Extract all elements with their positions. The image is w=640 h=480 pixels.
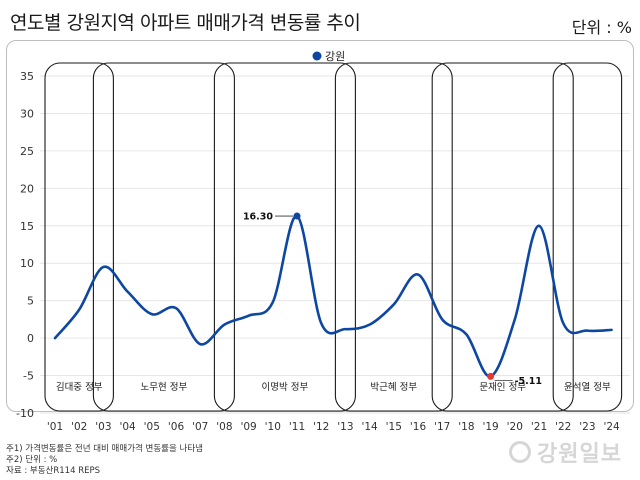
- y-tick-label: 25: [20, 145, 34, 158]
- series-line: [53, 214, 613, 378]
- x-axis-ticks: '01 '02 '03 '04 '05 '06 '07 '08 '09 '10 '11 '12 '13 '…: [47, 421, 620, 433]
- watermark-text: 강원일보: [537, 442, 622, 467]
- period-box: [552, 62, 623, 412]
- period-box: [431, 62, 574, 412]
- annotation-label: 16.30: [243, 212, 273, 223]
- annotation-point: [293, 212, 301, 220]
- x-tick-label: '21: [531, 421, 547, 433]
- legend: 강원: [312, 50, 345, 63]
- x-tick-label: '09: [240, 421, 256, 433]
- y-tick-label: 0: [27, 332, 34, 345]
- y-axis-ticks: 35 30 25 20 15 10 5 0 -5 -10: [16, 70, 34, 420]
- y-tick-label: 35: [20, 70, 34, 83]
- annotation-point: [487, 372, 495, 380]
- x-tick-label: '15: [386, 421, 402, 433]
- legend-marker: [312, 51, 322, 61]
- annotation-label: -5.11: [515, 376, 542, 387]
- y-tick-label: -10: [16, 407, 34, 420]
- unit-label: 단위 : %: [571, 18, 632, 37]
- x-tick-label: '06: [168, 421, 185, 433]
- period-label: 박근혜 정부: [370, 381, 417, 393]
- period-label: 노무현 정부: [141, 382, 188, 393]
- x-tick-label: '22: [555, 421, 571, 433]
- x-tick-label: '16: [410, 421, 427, 433]
- period-label: 이명박 정부: [262, 382, 309, 393]
- x-tick-label: '05: [144, 421, 160, 433]
- x-tick-label: '23: [579, 421, 595, 433]
- y-tick-label: -5: [23, 370, 34, 383]
- period-box: [334, 62, 453, 412]
- chart-title: 연도별 강원지역 아파트 매매가격 변동률 추이: [10, 12, 361, 34]
- series-lines: [53, 214, 613, 378]
- footnote-1: 주1) 가격변동률은 전년 대비 매매가격 변동률을 나타냄: [6, 444, 203, 454]
- y-tick-label: 10: [20, 257, 34, 270]
- x-tick-label: '10: [265, 421, 281, 433]
- watermark: 강원일보: [509, 436, 622, 468]
- x-tick-label: '24: [603, 421, 620, 433]
- watermark-logo-icon: [509, 441, 532, 463]
- x-tick-label: '17: [434, 421, 450, 433]
- y-tick-label: 20: [20, 182, 34, 195]
- annotations: 16.30 -5.11: [243, 212, 542, 387]
- x-tick-label: '20: [507, 421, 523, 433]
- y-tick-label: 30: [20, 107, 34, 120]
- x-tick-label: '14: [361, 421, 378, 433]
- period-label: 김대중 정부: [56, 381, 103, 393]
- x-tick-label: '12: [313, 421, 329, 433]
- x-tick-label: '18: [458, 421, 474, 433]
- x-tick-label: '03: [95, 421, 111, 433]
- x-tick-label: '02: [71, 421, 87, 433]
- footnote-source: 자료 : 부동산R114 REPS: [6, 466, 100, 476]
- footnote-2: 주2) 단위 : %: [6, 455, 58, 465]
- x-tick-label: '13: [337, 421, 353, 433]
- x-tick-label: '19: [482, 421, 498, 433]
- x-tick-label: '04: [119, 421, 136, 433]
- x-tick-label: '07: [192, 421, 208, 433]
- y-tick-label: 5: [27, 295, 34, 308]
- period-box: [92, 62, 235, 412]
- period-label: 윤석열 정부: [564, 382, 611, 393]
- period-label: 문재인 정부: [479, 382, 526, 393]
- period-box: [44, 62, 114, 412]
- period-boxes: 김대중 정부 노무현 정부 이명박 정부 박근혜 정부 문재인 정부 윤석열 정부: [44, 62, 623, 412]
- legend-label: 강원: [325, 50, 345, 63]
- y-tick-label: 15: [20, 220, 34, 233]
- x-tick-label: '08: [216, 421, 232, 433]
- footnotes: 주1) 가격변동률은 전년 대비 매매가격 변동률을 나타냄 주2) 단위 : …: [6, 444, 203, 477]
- x-tick-label: '01: [47, 421, 63, 433]
- period-box: [213, 62, 356, 412]
- x-tick-label: '11: [289, 421, 305, 433]
